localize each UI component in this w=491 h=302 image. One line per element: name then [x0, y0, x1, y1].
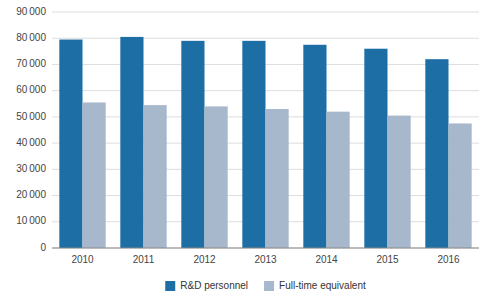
- bar: [242, 41, 265, 248]
- grid-line: [52, 12, 479, 13]
- bar: [205, 106, 228, 248]
- y-tick-label: 20 000: [16, 189, 46, 200]
- y-tick-label: 80 000: [16, 32, 46, 43]
- chart-container: 0 10 000 20 000 30 000 40 000 50 000 60 000 70 …: [0, 0, 491, 302]
- bar: [449, 123, 472, 248]
- grid-line: [52, 248, 479, 249]
- bar: [327, 112, 350, 248]
- y-axis: 0 10 000 20 000 30 000 40 000 50 000 60 000 70 …: [16, 6, 46, 253]
- bars: [59, 37, 471, 248]
- bar: [303, 45, 326, 248]
- y-tick-label: 40 000: [16, 137, 46, 148]
- bar: [364, 49, 387, 248]
- bar: [388, 116, 411, 248]
- x-tick-label: 2013: [254, 254, 277, 265]
- grid: [52, 12, 479, 248]
- bar: [266, 109, 289, 248]
- chart-svg: 0 10 000 20 000 30 000 40 000 50 000 60 000 70 …: [0, 0, 491, 302]
- x-axis: 2010 2011 2012 2013 2014 2015 2016: [52, 248, 479, 265]
- bar: [181, 41, 204, 248]
- y-tick-label: 10 000: [16, 215, 46, 226]
- y-tick-label: 60 000: [16, 84, 46, 95]
- x-tick-label: 2010: [71, 254, 94, 265]
- y-tick-label: 90 000: [16, 6, 46, 17]
- x-tick-label: 2016: [437, 254, 460, 265]
- legend-swatch: [165, 281, 175, 291]
- y-tick-label: 50 000: [16, 111, 46, 122]
- y-tick-label: 70 000: [16, 58, 46, 69]
- y-tick-label: 30 000: [16, 163, 46, 174]
- bar: [83, 102, 106, 248]
- x-axis-line: [52, 248, 479, 249]
- legend: R&D personnel Full-time equivalent: [165, 280, 366, 291]
- grid-line: [52, 38, 479, 39]
- bar: [144, 105, 167, 248]
- bar: [425, 59, 448, 248]
- bar: [120, 37, 143, 248]
- y-tick-label: 0: [40, 242, 46, 253]
- legend-swatch: [264, 281, 274, 291]
- legend-label: R&D personnel: [180, 280, 248, 291]
- bar: [59, 40, 82, 248]
- x-tick-label: 2012: [193, 254, 216, 265]
- legend-label: Full-time equivalent: [279, 280, 366, 291]
- x-tick-label: 2015: [376, 254, 399, 265]
- x-tick-label: 2011: [133, 254, 155, 265]
- x-tick-label: 2014: [315, 254, 338, 265]
